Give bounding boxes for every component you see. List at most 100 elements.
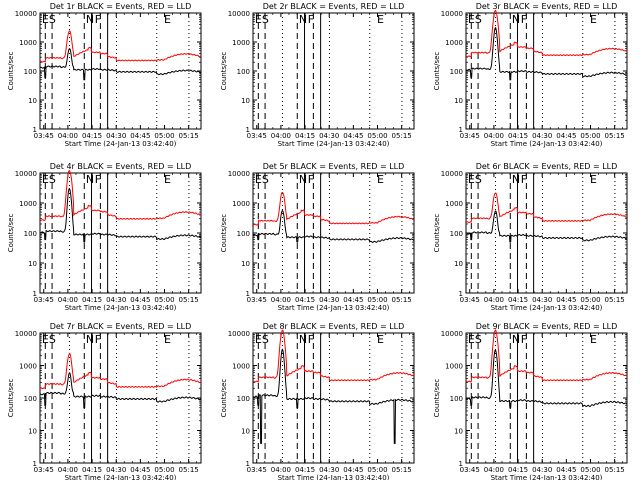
x-tick-label: 04:15 [82, 296, 102, 304]
x-tick-label: 04:45 [556, 296, 576, 304]
series-lld [39, 30, 202, 63]
x-tick-label: 04:30 [106, 132, 126, 140]
y-tick-label: 10 [28, 428, 37, 436]
x-tick-label: 04:45 [130, 296, 150, 304]
y-tick-label: 1 [33, 290, 37, 298]
event-label: E [164, 13, 171, 26]
x-tick-label: 03:45 [247, 132, 267, 140]
event-label: E [42, 173, 49, 186]
x-tick-label: 04:15 [295, 132, 315, 140]
x-tick-label: 04:15 [82, 466, 102, 474]
event-label: N [512, 173, 520, 186]
y-tick-label: 1 [246, 460, 250, 468]
y-tick-label: 1000 [19, 200, 37, 208]
x-tick-label: 05:15 [392, 296, 412, 304]
x-tick-label: 04:30 [532, 466, 552, 474]
x-tick-label: 03:45 [34, 466, 54, 474]
series-events [465, 210, 628, 243]
y-tick-label: 1 [33, 460, 37, 468]
x-tick-label: 04:45 [556, 132, 576, 140]
event-label: S [262, 173, 269, 186]
x-tick-label: 05:00 [154, 132, 174, 140]
event-label: N [86, 13, 94, 26]
x-tick-label: 05:00 [154, 296, 174, 304]
x-tick-label: 03:45 [460, 466, 480, 474]
x-tick-label: 03:45 [247, 296, 267, 304]
series-lld [39, 169, 202, 221]
x-tick-label: 05:15 [605, 466, 625, 474]
event-label: E [468, 13, 475, 26]
x-tick-label: 04:00 [484, 132, 504, 140]
x-tick-label: 04:30 [532, 296, 552, 304]
event-label: F [308, 173, 314, 186]
event-label: S [475, 173, 482, 186]
x-tick-label: 05:00 [154, 466, 174, 474]
event-label: E [468, 173, 475, 186]
panel-det-8: Det 8r BLACK = Events, RED = LLD 1 10 100 10… [220, 322, 415, 480]
event-label: S [49, 173, 56, 186]
plot-frame [465, 12, 628, 130]
event-label: S [262, 333, 269, 346]
x-axis-label: Start Time (24-Jan-13 03:42:40) [278, 474, 390, 480]
plot-frame [39, 332, 202, 464]
x-tick-label: 04:00 [271, 296, 291, 304]
event-label: N [86, 173, 94, 186]
panel-det-2: Det 2r BLACK = Events, RED = LLD 1 10 100 10… [220, 2, 415, 148]
series-events [252, 209, 415, 243]
series-lld [465, 9, 628, 58]
x-tick-label: 04:45 [130, 132, 150, 140]
event-label: E [164, 173, 171, 186]
x-tick-label: 04:00 [271, 466, 291, 474]
y-tick-label: 100 [450, 68, 463, 76]
x-tick-label: 05:00 [367, 132, 387, 140]
y-tick-label: 10000 [441, 10, 463, 18]
event-label: F [308, 13, 314, 26]
y-tick-label: 10 [454, 260, 463, 268]
event-label: S [475, 13, 482, 26]
x-tick-label: 04:15 [508, 466, 528, 474]
x-axis-label: Start Time (24-Jan-13 03:42:40) [278, 140, 390, 148]
panel-title: Det 9r BLACK = Events, RED = LLD [476, 322, 618, 331]
event-label: N [86, 333, 94, 346]
panel-det-4: Det 4r BLACK = Events, RED = LLD 1 10 100 10… [7, 162, 202, 312]
panel-det-6: Det 6r BLACK = Events, RED = LLD 1 10 100 10… [433, 162, 628, 312]
event-label: E [255, 333, 262, 346]
plot-frame [39, 172, 202, 294]
y-tick-label: 10 [241, 260, 250, 268]
y-axis-label: Counts/sec [220, 52, 228, 91]
panel-title: Det 3r BLACK = Events, RED = LLD [476, 2, 618, 11]
y-tick-label: 1000 [232, 39, 250, 47]
series-events [465, 26, 628, 81]
event-label: F [521, 13, 527, 26]
event-label: E [590, 333, 597, 346]
panel-title: Det 8r BLACK = Events, RED = LLD [263, 322, 405, 331]
y-tick-label: 10 [28, 97, 37, 105]
y-tick-label: 10000 [228, 10, 250, 18]
x-tick-label: 04:45 [556, 466, 576, 474]
x-tick-label: 04:45 [343, 132, 363, 140]
event-label: E [377, 173, 384, 186]
y-axis-label: Counts/sec [220, 214, 228, 253]
series-lld [252, 329, 415, 383]
y-tick-label: 10000 [441, 170, 463, 178]
x-axis-label: Start Time (24-Jan-13 03:42:40) [491, 474, 603, 480]
x-tick-label: 05:15 [392, 132, 412, 140]
panel-det-7: Det 7r BLACK = Events, RED = LLD 1 10 100 10… [7, 322, 202, 480]
x-tick-label: 03:45 [34, 132, 54, 140]
y-axis-label: Counts/sec [7, 379, 15, 418]
event-label: N [512, 333, 520, 346]
x-tick-label: 03:45 [460, 296, 480, 304]
x-tick-label: 04:30 [532, 132, 552, 140]
event-label: N [512, 13, 520, 26]
x-tick-label: 05:15 [605, 132, 625, 140]
y-axis-label: Counts/sec [433, 52, 441, 91]
series-lld [39, 353, 202, 390]
x-tick-label: 05:00 [580, 132, 600, 140]
x-tick-label: 04:30 [319, 296, 339, 304]
event-label: F [95, 173, 101, 186]
y-tick-label: 100 [237, 395, 250, 403]
event-label: S [49, 333, 56, 346]
x-tick-label: 04:15 [295, 466, 315, 474]
plot-frame [252, 332, 415, 464]
